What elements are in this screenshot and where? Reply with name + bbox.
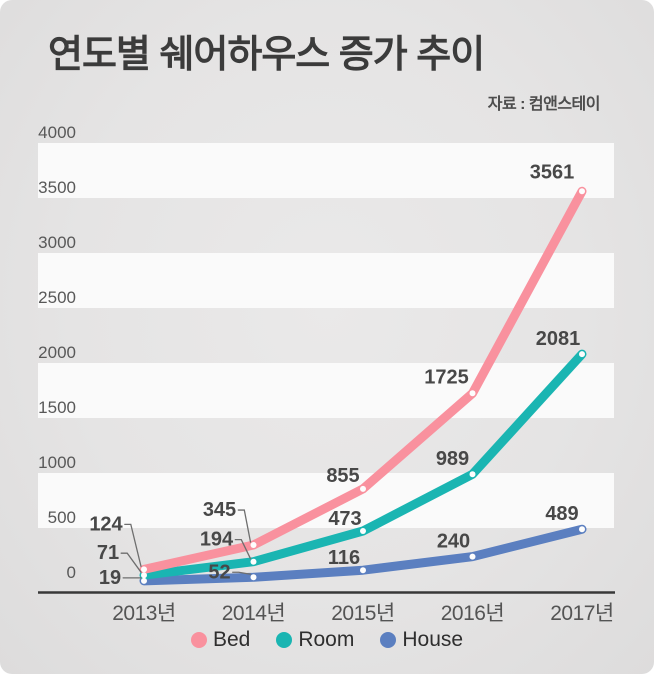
legend-label-house: House — [402, 628, 464, 651]
data-label-bed: 855 — [326, 465, 359, 487]
data-label-house: 116 — [328, 547, 360, 569]
legend-dot-house — [380, 632, 397, 648]
y-tick-label: 4000 — [38, 123, 76, 142]
data-point-bed — [250, 542, 257, 548]
data-label-room: 989 — [436, 448, 469, 470]
data-label-house: 489 — [545, 503, 578, 525]
y-tick-label: 2500 — [38, 288, 76, 307]
data-label-room: 194 — [200, 529, 234, 551]
y-tick-label: 3500 — [38, 178, 76, 197]
data-point-room — [141, 572, 147, 579]
label-leader-line — [124, 523, 142, 568]
chart-title: 연도별 쉐어하우스 증가 추이 — [48, 34, 485, 76]
data-label-bed: 124 — [89, 513, 123, 535]
data-point-bed — [360, 485, 366, 492]
x-tick-label: 2017년 — [550, 602, 614, 625]
x-tick-label: 2013년 — [112, 602, 176, 625]
legend-item-room: Room — [276, 628, 354, 652]
data-point-house — [141, 577, 147, 584]
y-tick-label: 0 — [67, 563, 76, 582]
grid-stripe — [38, 363, 614, 418]
y-tick-label: 1000 — [38, 453, 76, 472]
label-leader-line — [234, 539, 252, 560]
y-tick-label: 1500 — [38, 398, 76, 417]
data-point-room — [469, 471, 476, 478]
data-point-house — [250, 574, 257, 581]
data-point-room — [579, 351, 585, 358]
data-label-room: 2081 — [536, 328, 581, 350]
grid-stripe — [38, 253, 614, 308]
x-tick-label: 2016년 — [441, 602, 505, 625]
legend-item-house: House — [380, 628, 463, 652]
data-point-room — [250, 558, 257, 565]
data-label-house: 240 — [437, 531, 470, 553]
legend-item-bed: Bed — [190, 628, 251, 652]
source-credit: 자료 : 컴앤스테이 — [487, 96, 601, 113]
y-tick-label: 3000 — [38, 233, 76, 252]
data-label-bed: 1725 — [424, 366, 469, 388]
grid-stripe — [38, 473, 614, 528]
data-point-bed — [469, 390, 476, 397]
label-leader-line — [237, 509, 252, 543]
data-point-bed — [141, 566, 147, 573]
data-label-bed: 3561 — [530, 161, 575, 183]
data-point-bed — [579, 188, 585, 195]
legend-dot-bed — [190, 632, 207, 648]
data-label-room: 71 — [97, 542, 119, 564]
chart-legend: Bed Room House — [0, 626, 654, 654]
label-leader-line — [120, 552, 142, 573]
legend-dot-room — [276, 632, 293, 648]
data-point-house — [579, 526, 585, 533]
legend-label-bed: Bed — [212, 628, 251, 651]
y-tick-label: 500 — [48, 508, 76, 527]
data-point-house — [469, 553, 476, 560]
data-label-bed: 345 — [203, 499, 236, 521]
y-tick-label: 2000 — [38, 343, 76, 362]
data-label-room: 473 — [328, 508, 361, 530]
data-point-house — [360, 567, 366, 574]
data-point-room — [360, 528, 366, 534]
x-tick-label: 2015년 — [331, 602, 395, 625]
data-label-house: 19 — [99, 567, 121, 589]
x-tick-label: 2014년 — [222, 602, 286, 625]
legend-label-room: Room — [298, 628, 355, 651]
data-label-house: 52 — [208, 561, 230, 583]
label-leader-line — [232, 571, 252, 575]
grid-stripe — [38, 143, 614, 198]
